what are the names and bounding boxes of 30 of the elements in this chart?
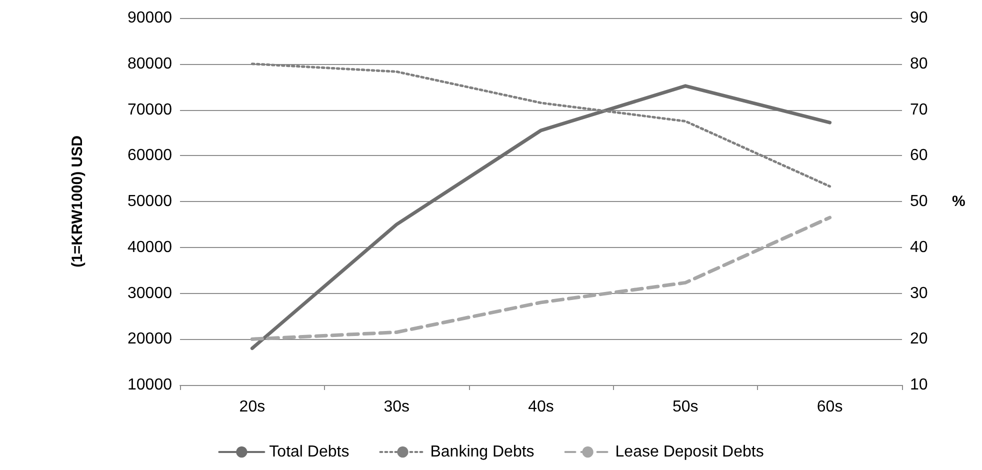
- y2-tick-label: 70: [910, 101, 928, 118]
- line-series: [250, 84, 832, 350]
- y2-tick-label: 40: [910, 238, 928, 256]
- y2-tick-label: 90: [910, 10, 928, 26]
- y2-tick-label: 60: [910, 147, 928, 164]
- y-tick-label: 60000: [128, 147, 172, 164]
- x-tick-label: 60s: [816, 398, 843, 416]
- x-tick-label: 30s: [384, 398, 410, 416]
- y-tick-label: 10000: [128, 376, 172, 394]
- y-tick-label: 70000: [128, 101, 172, 118]
- y2-tick-label: 20: [910, 330, 928, 348]
- x-tick-label: 50s: [672, 398, 698, 416]
- y2-tick-label: 50: [910, 193, 928, 210]
- y-tick-label: 50000: [128, 193, 172, 210]
- x-tick-label: 40s: [528, 398, 554, 416]
- legend-label: Banking Debts: [430, 444, 534, 460]
- y-tick-label: 20000: [128, 330, 172, 348]
- y-tick-label: 30000: [128, 284, 172, 302]
- y2-axis-title: %: [952, 193, 966, 210]
- y-tick-label: 90000: [128, 10, 172, 26]
- y2-tick-label: 80: [910, 55, 928, 72]
- y-tick-label: 40000: [128, 238, 172, 256]
- y-tick-label: 80000: [128, 55, 172, 72]
- line-series: [250, 216, 832, 341]
- x-tick-label: 20s: [239, 398, 266, 416]
- y-axis-title: (1=KRW1000) USD: [69, 135, 86, 268]
- y2-tick-label: 10: [910, 376, 928, 394]
- legend-label: Lease Deposit Debts: [615, 444, 764, 460]
- y2-tick-label: 30: [910, 284, 928, 302]
- legend-label: Total Debts: [269, 444, 350, 460]
